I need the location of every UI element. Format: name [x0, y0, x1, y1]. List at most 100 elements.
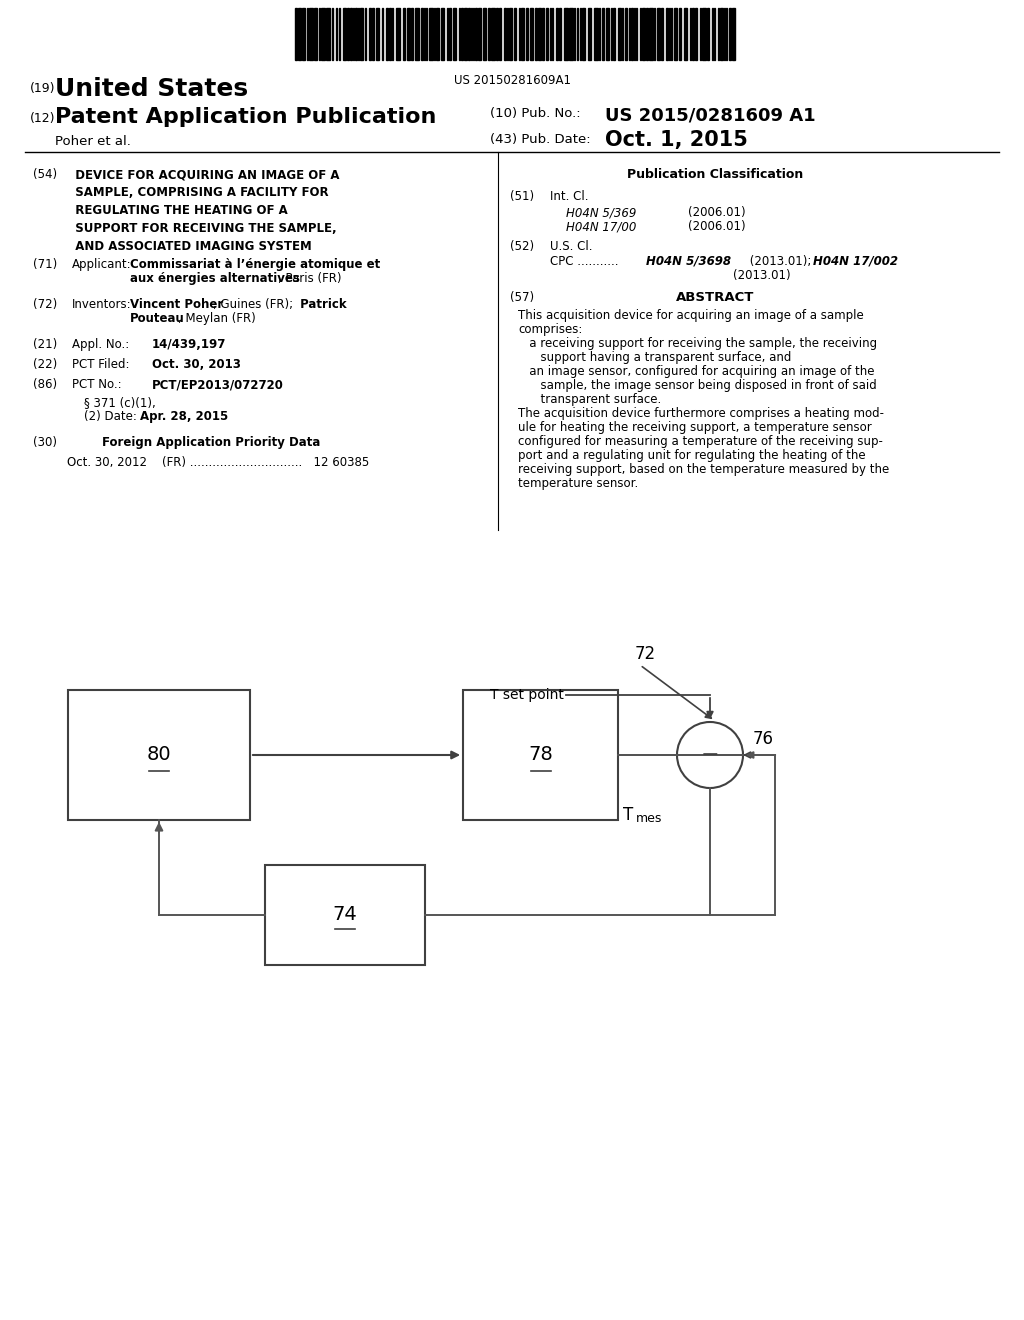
Bar	[535, 8, 537, 59]
Bar	[546, 8, 548, 59]
Text: US 2015/0281609 A1: US 2015/0281609 A1	[605, 107, 816, 125]
Bar	[407, 8, 410, 59]
Bar	[538, 8, 541, 59]
Text: T set point: T set point	[490, 688, 564, 702]
Bar	[396, 8, 400, 59]
Text: Appl. No.:: Appl. No.:	[72, 338, 129, 351]
Text: (30): (30)	[33, 436, 57, 449]
Bar	[483, 8, 486, 59]
Text: Patent Application Publication: Patent Application Publication	[55, 107, 436, 127]
Text: temperature sensor.: temperature sensor.	[518, 477, 638, 490]
Text: Foreign Application Priority Data: Foreign Application Priority Data	[102, 436, 321, 449]
Text: Applicant:: Applicant:	[72, 257, 132, 271]
Text: Inventors:: Inventors:	[72, 298, 132, 312]
Bar	[429, 8, 433, 59]
Bar	[646, 8, 648, 59]
Bar	[372, 8, 374, 59]
Text: Publication Classification: Publication Classification	[627, 168, 803, 181]
Text: H04N 5/3698: H04N 5/3698	[646, 255, 731, 268]
Text: H04N 17/002: H04N 17/002	[813, 255, 898, 268]
Text: (71): (71)	[33, 257, 57, 271]
Bar	[732, 8, 735, 59]
Bar	[649, 8, 653, 59]
Bar	[386, 8, 388, 59]
Text: Vincent Poher: Vincent Poher	[130, 298, 223, 312]
Bar	[369, 8, 371, 59]
Text: (43) Pub. Date:: (43) Pub. Date:	[490, 133, 591, 147]
Text: transparent surface.: transparent surface.	[518, 393, 662, 407]
Bar	[350, 8, 352, 59]
Bar	[618, 8, 621, 59]
Text: (54): (54)	[33, 168, 57, 181]
Text: The acquisition device furthermore comprises a heating mod-: The acquisition device furthermore compr…	[518, 407, 884, 420]
Text: (51): (51)	[510, 190, 535, 203]
Text: aux énergies alternatives: aux énergies alternatives	[130, 272, 300, 285]
Bar	[564, 8, 568, 59]
Bar	[695, 8, 697, 59]
Bar	[415, 8, 419, 59]
Bar	[526, 8, 528, 59]
Text: U.S. Cl.: U.S. Cl.	[550, 240, 593, 253]
Text: Oct. 30, 2012    (FR) ..............................   12 60385: Oct. 30, 2012 (FR) .....................…	[67, 455, 370, 469]
Bar	[449, 8, 451, 59]
Bar	[499, 8, 501, 59]
Bar	[679, 8, 681, 59]
Bar	[475, 8, 477, 59]
Bar	[468, 8, 470, 59]
Text: United States: United States	[55, 77, 248, 102]
Text: (2) Date:: (2) Date:	[84, 411, 137, 422]
Text: PCT Filed:: PCT Filed:	[72, 358, 129, 371]
Text: Pouteau: Pouteau	[130, 312, 184, 325]
Text: (2013.01);: (2013.01);	[746, 255, 811, 268]
Bar	[441, 8, 444, 59]
Text: (22): (22)	[33, 358, 57, 371]
Bar	[321, 8, 325, 59]
Text: mes: mes	[636, 813, 663, 825]
Bar	[530, 8, 534, 59]
Text: an image sensor, configured for acquiring an image of the: an image sensor, configured for acquirin…	[518, 366, 874, 378]
Text: Oct. 30, 2013: Oct. 30, 2013	[152, 358, 241, 371]
Text: a receiving support for receiving the sample, the receiving: a receiving support for receiving the sa…	[518, 337, 878, 350]
Bar	[463, 690, 618, 820]
Bar	[692, 8, 694, 59]
Text: , Paris (FR): , Paris (FR)	[278, 272, 341, 285]
Bar	[594, 8, 598, 59]
Bar	[625, 8, 627, 59]
Bar	[729, 8, 731, 59]
Bar	[436, 8, 439, 59]
Bar	[343, 8, 346, 59]
Bar	[68, 690, 250, 820]
Text: receiving support, based on the temperature measured by the: receiving support, based on the temperat…	[518, 463, 889, 477]
Bar	[582, 8, 585, 59]
Text: (2013.01): (2013.01)	[733, 269, 791, 282]
Text: (86): (86)	[33, 378, 57, 391]
Text: H04N 17/00: H04N 17/00	[566, 220, 636, 234]
Text: (19): (19)	[30, 82, 55, 95]
Bar	[707, 8, 709, 59]
Bar	[326, 8, 330, 59]
Text: T: T	[623, 807, 633, 824]
Bar	[613, 8, 615, 59]
Text: , Meylan (FR): , Meylan (FR)	[178, 312, 256, 325]
Bar	[509, 8, 512, 59]
Text: H04N 5/369: H04N 5/369	[566, 206, 636, 219]
Bar	[478, 8, 481, 59]
Bar	[265, 865, 425, 965]
Text: CPC ...........: CPC ...........	[550, 255, 618, 268]
Bar	[403, 8, 406, 59]
Text: PCT/EP2013/072720: PCT/EP2013/072720	[152, 378, 284, 391]
Bar	[702, 8, 706, 59]
Bar	[360, 8, 362, 59]
Bar	[355, 8, 357, 59]
Text: configured for measuring a temperature of the receiving sup-: configured for measuring a temperature o…	[518, 436, 883, 447]
Bar	[631, 8, 633, 59]
Bar	[314, 8, 317, 59]
Bar	[347, 8, 349, 59]
Text: (10) Pub. No.:: (10) Pub. No.:	[490, 107, 581, 120]
Bar	[389, 8, 391, 59]
Text: comprises:: comprises:	[518, 323, 583, 337]
Text: DEVICE FOR ACQUIRING AN IMAGE OF A
  SAMPLE, COMPRISING A FACILITY FOR
  REGULAT: DEVICE FOR ACQUIRING AN IMAGE OF A SAMPL…	[67, 168, 340, 253]
Bar	[521, 8, 524, 59]
Bar	[606, 8, 609, 59]
Bar	[461, 8, 463, 59]
